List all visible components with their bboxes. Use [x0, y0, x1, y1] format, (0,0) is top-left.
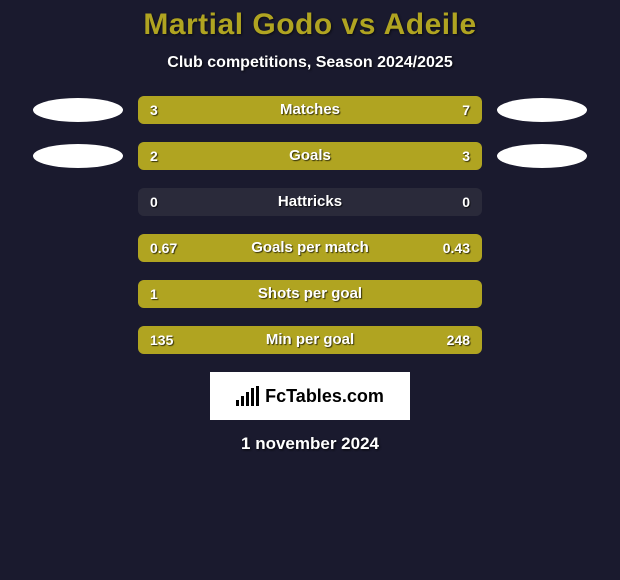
- stat-bar: 37Matches: [138, 96, 482, 124]
- stat-row: 0 0Hattricks: [0, 188, 620, 216]
- ellipse-icon: [33, 98, 123, 122]
- bars-icon: [236, 386, 259, 406]
- ellipse-icon: [497, 144, 587, 168]
- team-logo-left: [28, 142, 128, 170]
- bar-left-fill: [138, 280, 482, 308]
- stat-bar: 1Shots per goal: [138, 280, 482, 308]
- stat-value-right: 7: [462, 96, 470, 124]
- bar-right-fill: [276, 142, 482, 170]
- stat-value-left: 0.67: [150, 234, 177, 262]
- stat-bar: 135248Min per goal: [138, 326, 482, 354]
- stats-rows: 37Matches23Goals00Hattricks0.670.43Goals…: [0, 96, 620, 354]
- stat-value-left: 1: [150, 280, 158, 308]
- team-logo-left: [28, 280, 128, 308]
- page-title: Martial Godo vs Adeile: [0, 8, 620, 42]
- stat-value-left: 3: [150, 96, 158, 124]
- stat-value-right: 0: [462, 188, 470, 216]
- subtitle: Club competitions, Season 2024/2025: [0, 54, 620, 72]
- stat-value-left: 135: [150, 326, 173, 354]
- player2-name: Adeile: [384, 8, 477, 41]
- team-logo-right: [492, 188, 592, 216]
- bar-left-fill: [138, 142, 276, 170]
- stat-label: Hattricks: [138, 188, 482, 216]
- stat-row: 0.670.43Goals per match: [0, 234, 620, 262]
- date-text: 1 november 2024: [0, 434, 620, 454]
- team-logo-right: [492, 326, 592, 354]
- brand-text: FcTables.com: [265, 386, 384, 407]
- stat-bar: 0.670.43Goals per match: [138, 234, 482, 262]
- stat-row: 1Shots per goal: [0, 280, 620, 308]
- stat-value-right: 3: [462, 142, 470, 170]
- team-logo-left: [28, 234, 128, 262]
- stat-bar: 23Goals: [138, 142, 482, 170]
- stat-row: 23Goals: [0, 142, 620, 170]
- stat-bar: 0 0Hattricks: [138, 188, 482, 216]
- team-logo-right: [492, 234, 592, 262]
- player1-name: Martial Godo: [143, 8, 332, 41]
- stat-row: 37Matches: [0, 96, 620, 124]
- stat-value-left: 0: [150, 188, 158, 216]
- team-logo-left: [28, 96, 128, 124]
- stat-value-right: 0.43: [443, 234, 470, 262]
- comparison-card: Martial Godo vs Adeile Club competitions…: [0, 0, 620, 454]
- team-logo-left: [28, 326, 128, 354]
- vs-text: vs: [342, 8, 376, 41]
- team-logo-left: [28, 188, 128, 216]
- team-logo-right: [492, 96, 592, 124]
- stat-row: 135248Min per goal: [0, 326, 620, 354]
- stat-value-left: 2: [150, 142, 158, 170]
- team-logo-right: [492, 280, 592, 308]
- bar-right-fill: [241, 96, 482, 124]
- team-logo-right: [492, 142, 592, 170]
- ellipse-icon: [497, 98, 587, 122]
- stat-value-right: 248: [447, 326, 470, 354]
- ellipse-icon: [33, 144, 123, 168]
- brand-logo: FcTables.com: [210, 372, 410, 420]
